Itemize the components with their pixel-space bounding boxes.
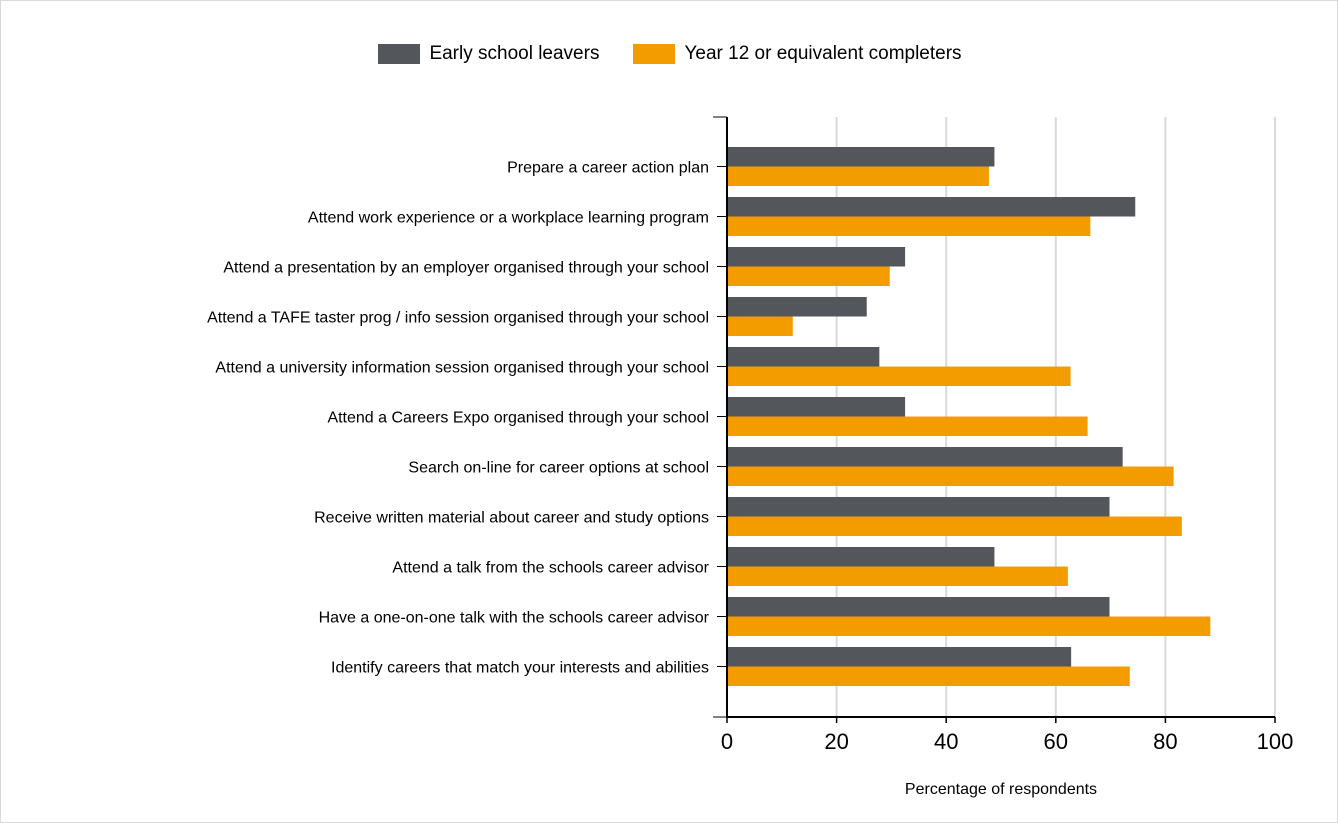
category-label: Prepare a career action plan [507,160,709,177]
x-tick-label: 60 [1044,729,1068,754]
bar-year-12-completers [727,166,989,186]
bars [727,147,1211,686]
bar-early-school-leavers [727,547,995,567]
legend-label-year-12-completers: Year 12 or equivalent completers [684,43,962,64]
category-label: Attend a presentation by an employer org… [223,260,709,277]
bar-early-school-leavers [727,597,1110,617]
bar-early-school-leavers [727,397,906,417]
x-tick-label: 40 [934,729,958,754]
bar-early-school-leavers [727,197,1136,217]
x-tick-labels: 0 20 40 60 80 100 [721,729,1293,754]
legend-swatch-year-12-completers [633,44,676,64]
bar-year-12-completers [727,466,1174,486]
bar-early-school-leavers [727,147,995,167]
x-tick-label: 100 [1257,729,1294,754]
chart-legend: Early school leavers Year 12 or equivale… [1,43,1338,65]
category-label: Attend a TAFE taster prog / info session… [207,310,709,327]
bar-early-school-leavers [727,297,867,317]
x-tick-label: 80 [1153,729,1177,754]
bar-early-school-leavers [727,447,1123,467]
category-label: Identify careers that match your interes… [331,660,709,677]
category-label: Attend a Careers Expo organised through … [327,410,709,427]
axes [713,116,1276,723]
bar-year-12-completers [727,266,890,286]
bar-early-school-leavers [727,497,1110,517]
legend-swatch-early-school-leavers [378,44,421,64]
category-label: Search on-line for career options at sch… [408,460,709,477]
bar-year-12-completers [727,316,793,336]
legend-item-year-12-completers: Year 12 or equivalent completers [633,43,962,65]
category-label: Have a one-on-one talk with the schools … [319,610,710,627]
x-axis-title: Percentage of respondents [905,781,1097,798]
bar-year-12-completers [727,216,1091,236]
legend-item-early-school-leavers: Early school leavers [378,43,599,65]
bar-year-12-completers [727,666,1130,686]
bar-year-12-completers [727,566,1068,586]
category-label: Attend work experience or a workplace le… [308,210,709,227]
bar-year-12-completers [727,416,1088,436]
category-labels: Prepare a career action plan Attend work … [207,160,710,677]
bar-year-12-completers [727,516,1182,536]
x-tick-label: 0 [721,729,733,754]
bar-year-12-completers [727,616,1211,636]
category-label: Receive written material about career an… [314,510,709,527]
category-label: Attend a talk from the schools career ad… [392,560,709,577]
x-tick-label: 20 [824,729,848,754]
bar-early-school-leavers [727,647,1072,667]
legend-label-early-school-leavers: Early school leavers [429,43,600,64]
bar-early-school-leavers [727,347,880,367]
category-label: Attend a university information session … [215,360,709,377]
bar-year-12-completers [727,366,1071,386]
bar-early-school-leavers [727,247,906,267]
